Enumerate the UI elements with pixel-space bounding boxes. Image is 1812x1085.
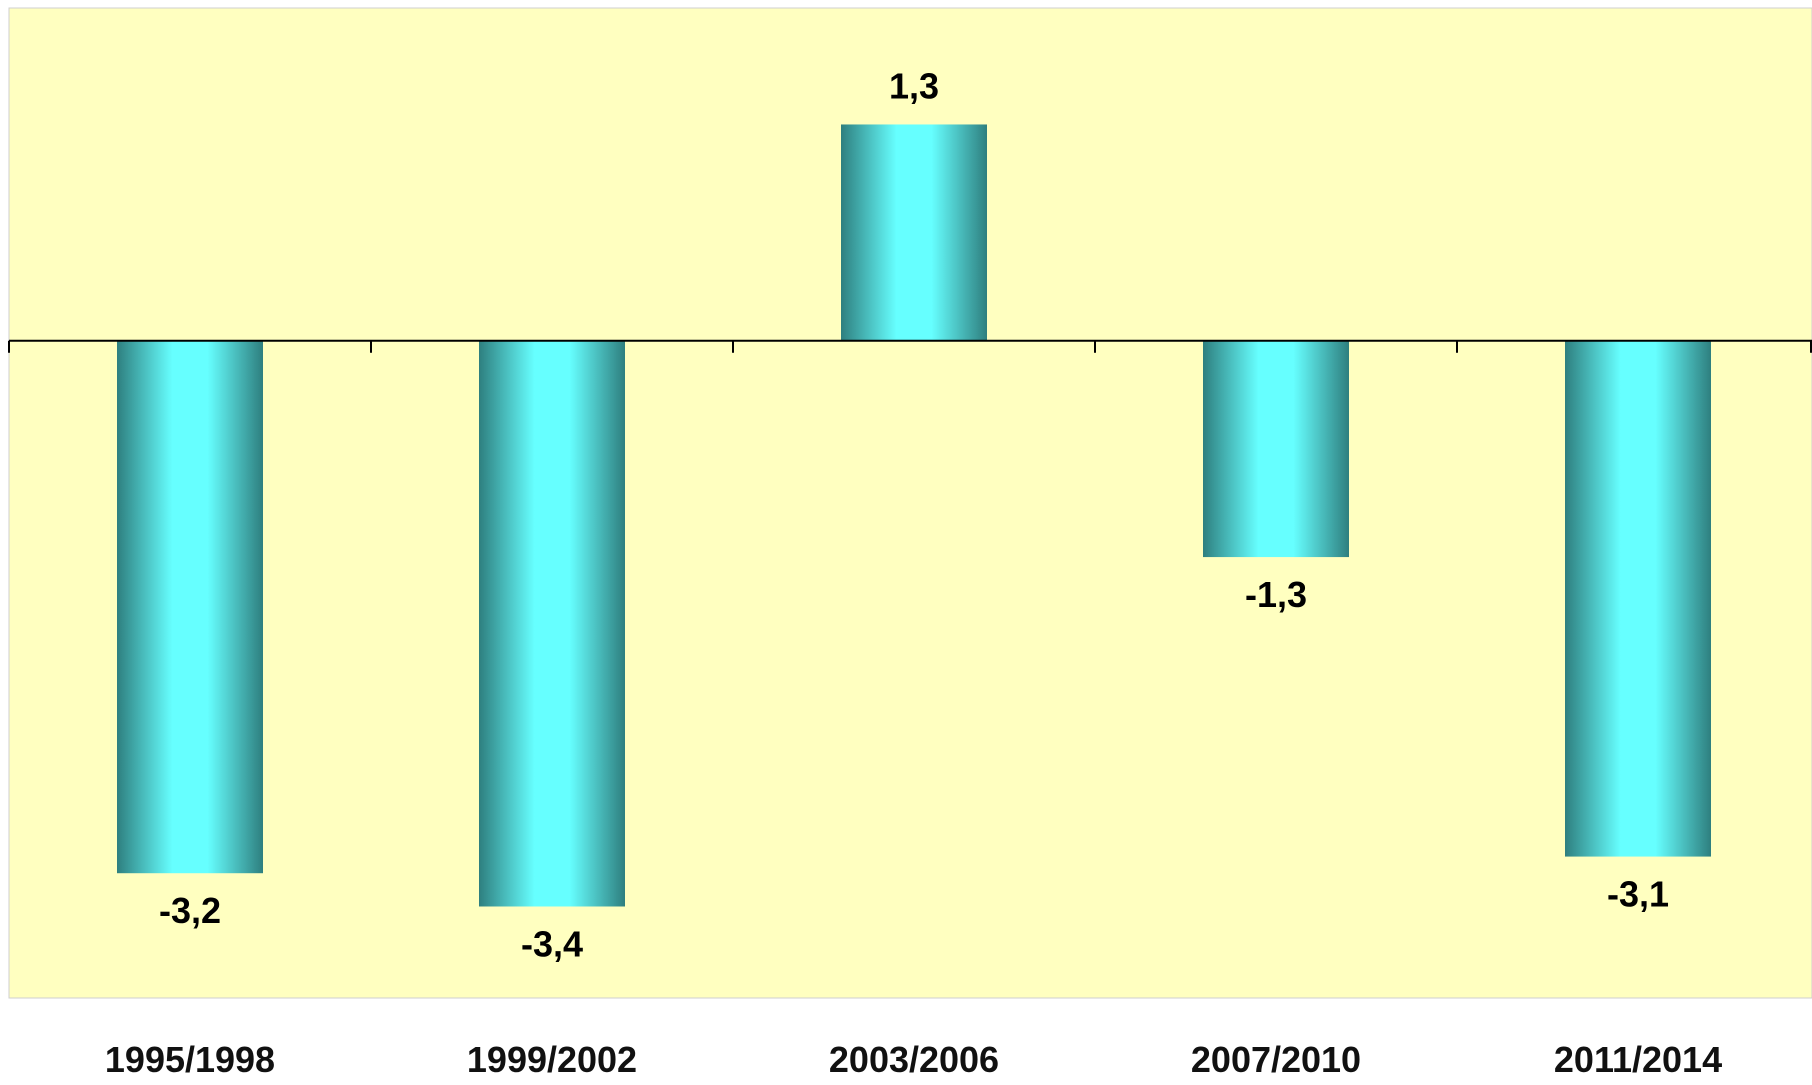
x-tick-label-1995-1998: 1995/1998 xyxy=(105,1039,275,1080)
data-label-1995-1998: -3,2 xyxy=(159,890,221,931)
x-tick-label-2003-2006: 2003/2006 xyxy=(829,1039,999,1080)
bar-2007-2010 xyxy=(1203,340,1349,558)
data-label-2003-2006: 1,3 xyxy=(889,65,939,106)
data-label-2011-2014: -3,1 xyxy=(1607,874,1669,915)
x-tick-label-1999-2002: 1999/2002 xyxy=(467,1039,637,1080)
bar-2003-2006 xyxy=(841,124,987,341)
x-tick-label-2011-2014: 2011/2014 xyxy=(1554,1039,1722,1080)
bar-1999-2002 xyxy=(479,340,625,907)
bar-2011-2014 xyxy=(1565,340,1711,857)
data-label-2007-2010: -1,3 xyxy=(1245,574,1307,615)
x-tick-label-2007-2010: 2007/2010 xyxy=(1191,1039,1361,1080)
bar-1995-1998 xyxy=(117,340,263,874)
data-label-1999-2002: -3,4 xyxy=(521,923,583,964)
